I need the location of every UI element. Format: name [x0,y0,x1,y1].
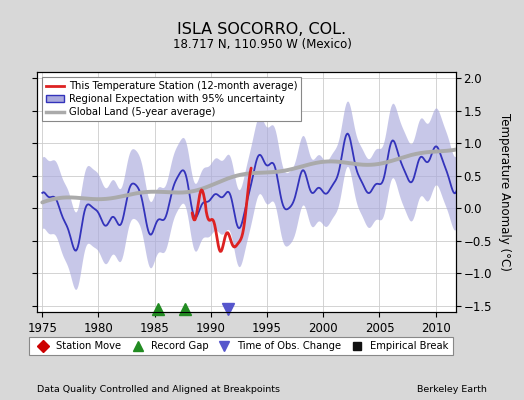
Text: 18.717 N, 110.950 W (Mexico): 18.717 N, 110.950 W (Mexico) [172,38,352,51]
Text: Data Quality Controlled and Aligned at Breakpoints: Data Quality Controlled and Aligned at B… [37,385,280,394]
Text: Berkeley Earth: Berkeley Earth [418,385,487,394]
Text: ISLA SOCORRO, COL.: ISLA SOCORRO, COL. [178,22,346,37]
Y-axis label: Temperature Anomaly (°C): Temperature Anomaly (°C) [498,113,510,271]
Legend: Station Move, Record Gap, Time of Obs. Change, Empirical Break: Station Move, Record Gap, Time of Obs. C… [29,337,453,355]
Legend: This Temperature Station (12-month average), Regional Expectation with 95% uncer: This Temperature Station (12-month avera… [42,77,301,121]
